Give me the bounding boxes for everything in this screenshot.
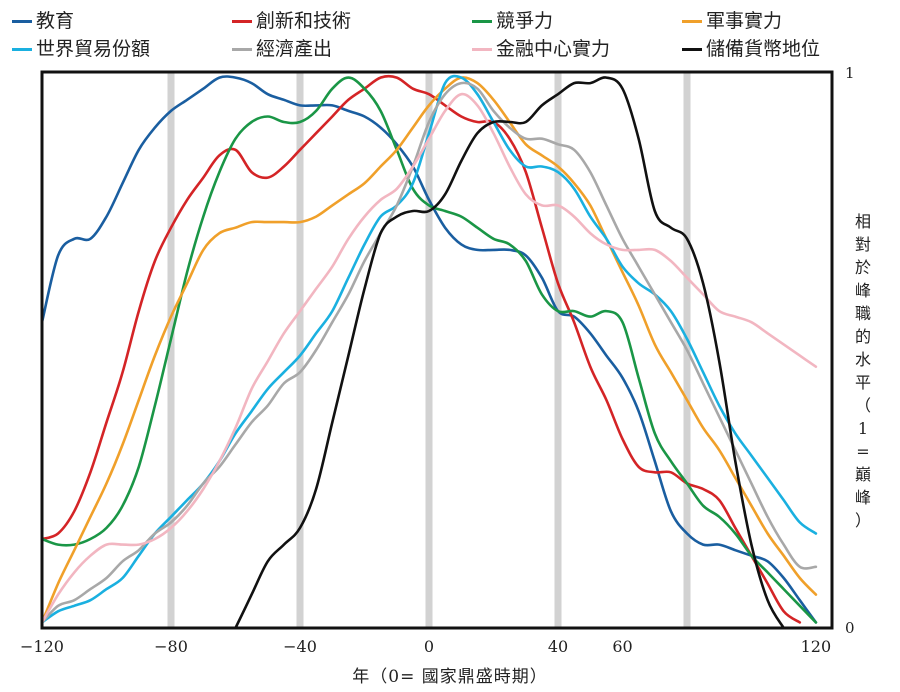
y-axis-label-char: 巔 [854, 465, 871, 484]
y-axis-label-char: 相 [854, 212, 871, 231]
series-line-7 [40, 92, 818, 624]
legend-item: 軍事實力 [682, 10, 782, 32]
legend-item: 儲備貨幣地位 [682, 38, 820, 60]
x-tick-label: −80 [154, 637, 188, 656]
y-axis-label-char: 1 [857, 419, 869, 438]
y-axis-label-char: 對 [854, 235, 871, 254]
x-tick-label: 0 [424, 637, 434, 656]
x-axis-label: 年（0= 國家鼎盛時期） [352, 667, 548, 687]
legend-label: 儲備貨幣地位 [706, 38, 821, 60]
y-axis-label-char: 於 [854, 258, 871, 277]
legend-item: 教育 [12, 10, 74, 32]
x-tick-label: −120 [20, 637, 64, 656]
series-line-3 [40, 76, 818, 624]
y-axis-label-char: 峰 [854, 281, 871, 300]
grid-layer [167, 72, 691, 628]
legend-label: 競爭力 [496, 10, 554, 32]
series-layer [40, 74, 818, 630]
y-tick-label: 1 [845, 64, 855, 82]
series-line-8 [234, 76, 785, 630]
legend-swatch [472, 19, 492, 23]
legend-item: 創新和技術 [232, 10, 351, 32]
grid-band [296, 72, 304, 628]
legend-label: 經濟產出 [256, 38, 333, 60]
y-axis-label-char: = [856, 442, 870, 461]
legend-item: 世界貿易份額 [12, 38, 150, 60]
y-axis-label-char: ） [854, 511, 871, 530]
y-axis-label-char: 的 [854, 327, 871, 346]
y-axis-label-char: （ [854, 396, 871, 415]
y-axis-label-char: 水 [854, 350, 871, 369]
legend-label: 金融中心實力 [496, 38, 611, 60]
legend-item: 經濟產出 [232, 38, 332, 60]
series-line-4 [40, 76, 818, 624]
series-line-5 [40, 74, 818, 624]
x-tick-label: 40 [548, 637, 568, 656]
legend-swatch [682, 19, 702, 23]
x-tick-label: −40 [283, 637, 317, 656]
y-tick-label: 0 [845, 619, 855, 637]
y-axis-label: 相對於峰職的水平（1 = 巔峰） [848, 210, 878, 532]
legend-label: 創新和技術 [256, 10, 352, 32]
legend-label: 世界貿易份額 [36, 38, 151, 60]
grid-band [425, 72, 433, 628]
y-axis-label-char: 平 [854, 373, 871, 392]
series-line-2 [40, 74, 802, 624]
legend-label: 軍事實力 [706, 10, 783, 32]
grid-band [554, 72, 562, 628]
x-tick-label: 120 [801, 637, 832, 656]
legend: 教育 創新和技術 競爭力 軍事實力世界貿易份額 經濟產出 金融中心實力 儲備貨幣地位 [0, 0, 900, 70]
legend-swatch [682, 47, 702, 51]
grid-band [167, 72, 175, 628]
legend-item: 金融中心實力 [472, 38, 610, 60]
x-tick-label: 60 [612, 637, 632, 656]
plot-frame [40, 70, 834, 630]
legend-label: 教育 [36, 10, 75, 32]
series-line-1 [40, 75, 818, 624]
y-axis-label-char: 職 [854, 304, 871, 323]
y-axis-label-char: 峰 [854, 488, 871, 507]
legend-swatch [12, 19, 32, 23]
legend-item: 競爭力 [472, 10, 553, 32]
legend-swatch [232, 47, 252, 51]
legend-swatch [12, 47, 32, 51]
tick-layer: −120 −80 −40 0 40 60 120 1 0 [20, 64, 855, 656]
legend-swatch [232, 19, 252, 23]
legend-swatch [472, 47, 492, 51]
series-line-6 [40, 81, 818, 624]
